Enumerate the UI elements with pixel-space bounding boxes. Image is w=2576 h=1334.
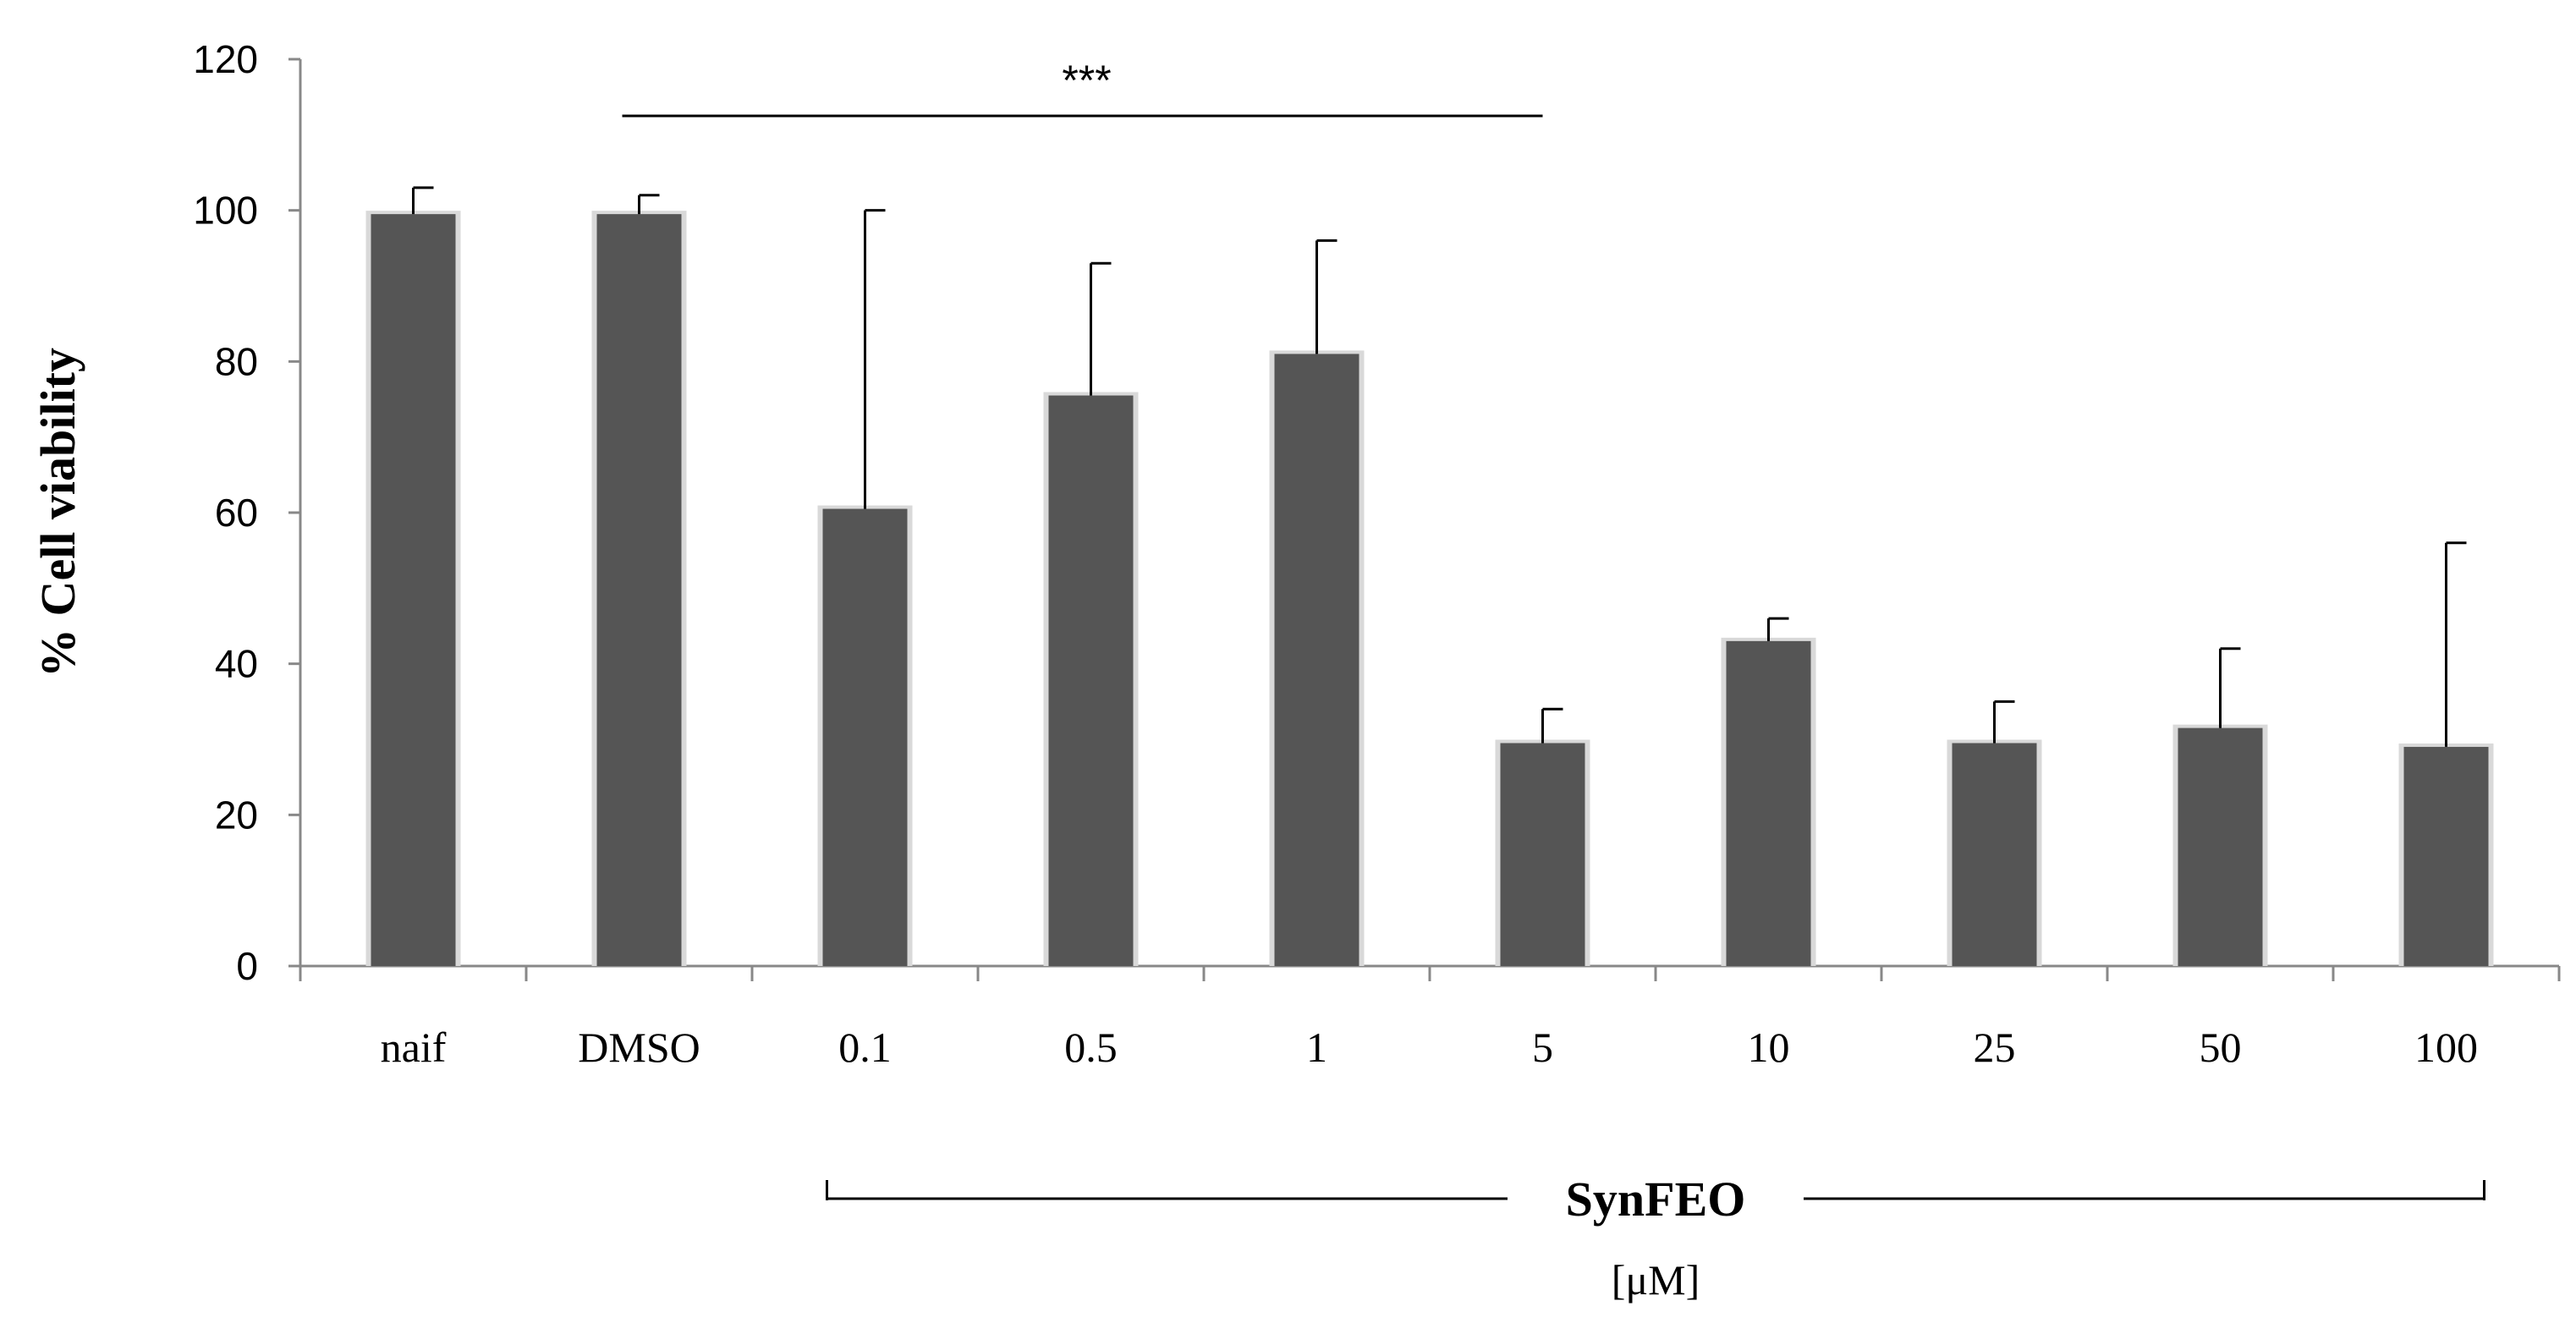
category-label: 1 (1306, 1024, 1327, 1071)
y-axis-title: % Cell viability (30, 348, 85, 678)
bar (1500, 743, 1585, 966)
bar (1952, 743, 2037, 966)
bar (596, 214, 682, 967)
category-label: DMSO (578, 1024, 700, 1071)
category-label: 0.5 (1064, 1024, 1118, 1071)
y-tick-label: 60 (215, 491, 258, 535)
bar (1726, 640, 1811, 966)
bar (2178, 727, 2263, 966)
category-label: 50 (2200, 1024, 2242, 1071)
y-tick-label: 100 (193, 189, 258, 233)
y-tick-label: 0 (236, 944, 258, 988)
category-label: 10 (1748, 1024, 1790, 1071)
category-label: 5 (1532, 1024, 1553, 1071)
bar (822, 508, 908, 966)
significance-label: *** (1062, 57, 1111, 104)
y-tick-label: 20 (215, 793, 258, 837)
y-tick-label: 80 (215, 339, 258, 383)
group-unit: [μM] (1612, 1256, 1700, 1304)
y-tick-label: 40 (215, 642, 258, 686)
bar (1274, 354, 1359, 966)
bar (2403, 746, 2489, 966)
group-title: SynFEO (1566, 1172, 1746, 1227)
bar (1048, 395, 1134, 966)
y-tick-label: 120 (193, 37, 258, 81)
category-label: 0.1 (838, 1024, 892, 1071)
category-label: 100 (2414, 1024, 2478, 1071)
bar (371, 214, 456, 967)
category-label: 25 (1974, 1024, 2016, 1071)
category-label: naif (381, 1024, 447, 1071)
